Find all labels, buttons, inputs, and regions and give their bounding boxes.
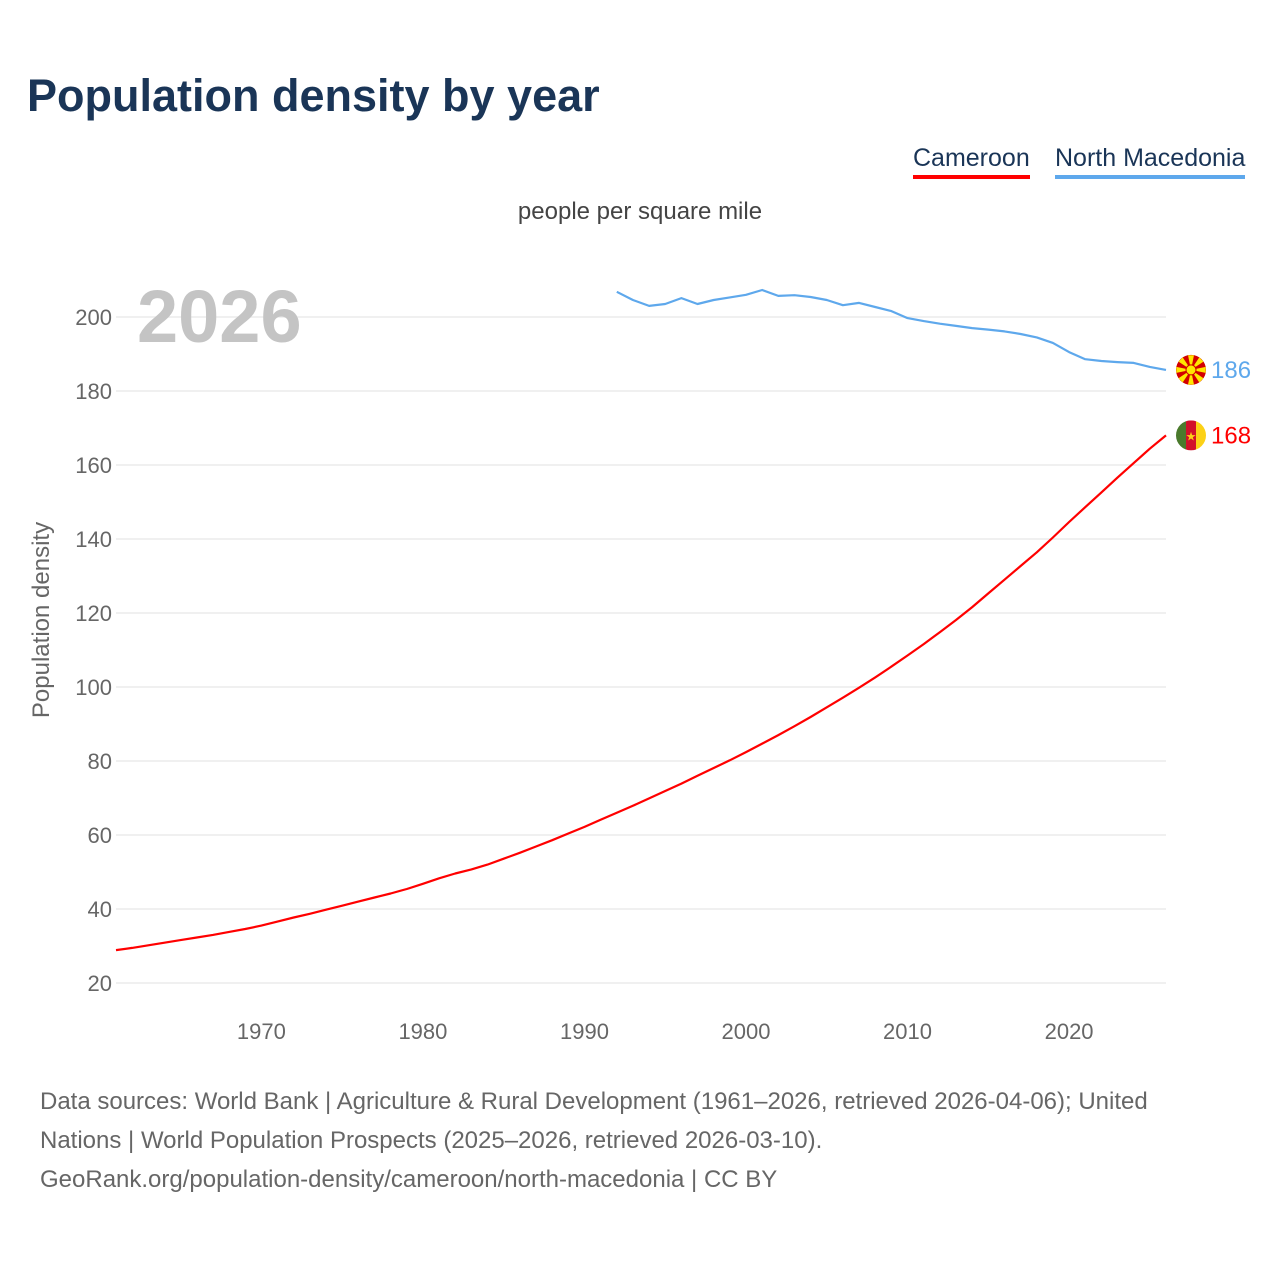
x-tick-label: 1980 — [398, 1019, 447, 1044]
chart-subtitle: people per square mile — [517, 198, 763, 225]
x-tick-label: 2000 — [722, 1019, 771, 1044]
x-tick-label: 1970 — [237, 1019, 286, 1044]
y-tick-label: 180 — [75, 379, 112, 404]
legend-item-north-macedonia[interactable]: North Macedonia — [1055, 144, 1246, 179]
y-tick-label: 140 — [75, 527, 112, 552]
y-tick-label: 60 — [88, 823, 112, 848]
cameroon-flag-icon: ★ — [1176, 420, 1206, 451]
series-line-north-macedonia — [616, 288, 1167, 371]
y-tick-label: 20 — [88, 971, 112, 996]
legend-item-cameroon[interactable]: Cameroon — [913, 144, 1030, 179]
north-macedonia-flag-icon — [1176, 354, 1206, 385]
year-overlay: 2026 — [137, 275, 302, 358]
end-value-label: 186 — [1211, 357, 1251, 384]
footer-sources-line1: Data sources: World Bank | Agriculture &… — [40, 1088, 1148, 1115]
y-tick-label: 160 — [75, 453, 112, 478]
footer-sources-line2: Nations | World Population Prospects (20… — [40, 1127, 823, 1154]
y-tick-label: 200 — [75, 305, 112, 330]
y-tick-label: 120 — [75, 601, 112, 626]
svg-text:★: ★ — [1186, 429, 1197, 443]
end-value-label: 168 — [1211, 422, 1251, 449]
y-tick-label: 80 — [88, 749, 112, 774]
y-tick-label: 40 — [88, 897, 112, 922]
chart-title: Population density by year — [27, 70, 600, 121]
footer-attribution: GeoRank.org/population-density/cameroon/… — [40, 1166, 778, 1193]
y-tick-label: 100 — [75, 675, 112, 700]
x-tick-label: 2010 — [883, 1019, 932, 1044]
x-tick-label: 1990 — [560, 1019, 609, 1044]
x-tick-label: 2020 — [1045, 1019, 1094, 1044]
series-line-cameroon — [115, 434, 1167, 952]
